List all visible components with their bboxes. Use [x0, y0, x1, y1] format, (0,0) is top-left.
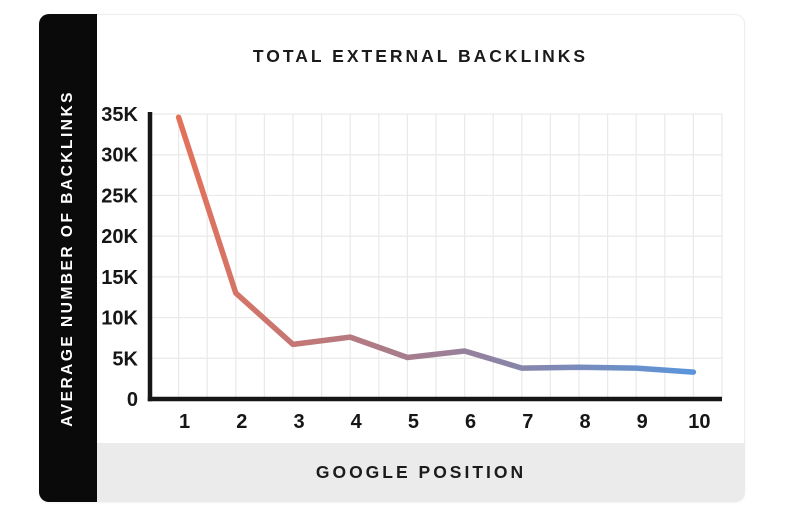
x-tick-label: 1 [179, 411, 190, 433]
x-tick-label: 5 [408, 411, 419, 433]
backlinks-line-chart: 0 5K 10K 15K 20K 25K 30K 35K 1 2 3 4 5 6 7 8 9 10 [101, 104, 723, 433]
y-tick-label: 35K [101, 104, 138, 126]
x-tick-label: 4 [351, 411, 363, 433]
backlinks-line [175, 114, 697, 375]
x-axis-label-bar: GOOGLE POSITION [97, 443, 745, 502]
chart-area: TOTAL EXTERNAL BACKLINKS 0 5K 10K 15K 20K 25K… [97, 15, 744, 443]
y-tick-label: 30K [101, 145, 138, 167]
x-axis-label: GOOGLE POSITION [315, 462, 527, 482]
x-tick-label: 9 [637, 411, 648, 433]
x-tick-label: 7 [522, 411, 533, 433]
y-axis-label-bar: AVERAGE NUMBER OF BACKLINKS [39, 14, 97, 502]
y-tick-label: 20K [101, 226, 138, 248]
chart-card: AVERAGE NUMBER OF BACKLINKS TOTAL EXTERN… [39, 14, 745, 502]
x-tick-label: 8 [579, 411, 590, 433]
y-axis-label: AVERAGE NUMBER OF BACKLINKS [59, 89, 76, 427]
chart-title: TOTAL EXTERNAL BACKLINKS [252, 46, 589, 66]
y-tick-label: 15K [101, 267, 138, 289]
x-tick-label: 6 [465, 411, 476, 433]
x-tick-label: 3 [293, 411, 304, 433]
x-tick-label: 10 [688, 411, 710, 433]
y-tick-label: 0 [127, 389, 138, 411]
x-tick-label: 2 [236, 411, 247, 433]
y-tick-label: 5K [112, 348, 138, 370]
y-tick-label: 25K [101, 185, 138, 207]
y-tick-label: 10K [101, 308, 138, 330]
